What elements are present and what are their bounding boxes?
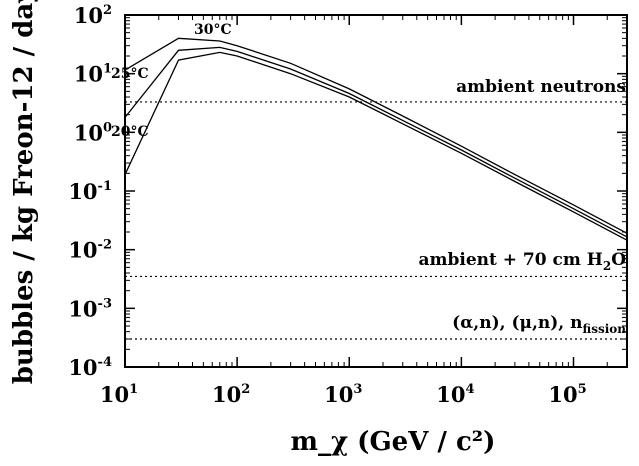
curve-label-20c: 20°C [111,124,149,140]
curve-label-30c: 30°C [194,22,232,38]
x-tick-label: 102 [212,382,250,407]
series-line-0 [124,37,628,234]
annotation-ambient-neutrons: ambient neutrons [456,77,626,97]
x-tick-labels: 101 102 103 104 105 [100,382,587,407]
y-axis-title: bubbles / kg Freon-12 / day [9,0,39,384]
y-tick-label: 100 [74,120,112,145]
x-tick-label: 105 [548,382,586,407]
y-tick-label: 102 [74,3,112,28]
x-tick-label: 103 [324,382,362,407]
y-tick-labels: 102 101 100 10-1 10-2 10-3 10-4 [68,3,112,380]
annotation-shielded: ambient + 70 cm H2O [418,250,626,273]
series-line-2 [124,51,628,241]
annotation-fission: (α,n), (μ,n), nfission [452,313,626,336]
y-tick-label: 10-4 [68,355,112,380]
y-tick-label: 10-1 [68,179,112,204]
plot-frame [124,14,628,368]
x-tick-label: 101 [100,382,138,407]
curve-label-25c: 25°C [111,66,149,82]
x-axis-title: m_χ (GeV / c²) [290,427,495,457]
series-line-1 [124,46,628,238]
reference-lines [125,101,627,340]
x-tick-label: 104 [436,382,474,407]
series-lines [124,37,628,241]
y-tick-label: 10-3 [68,296,112,321]
y-tick-label: 101 [74,62,112,87]
y-tick-label: 10-2 [68,238,112,263]
